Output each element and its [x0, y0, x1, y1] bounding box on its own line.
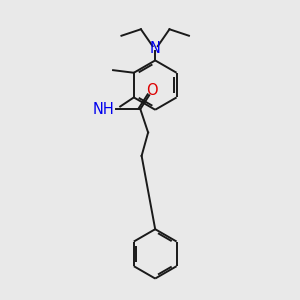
Text: O: O — [146, 83, 158, 98]
Text: N: N — [150, 41, 160, 56]
Text: NH: NH — [93, 102, 114, 117]
